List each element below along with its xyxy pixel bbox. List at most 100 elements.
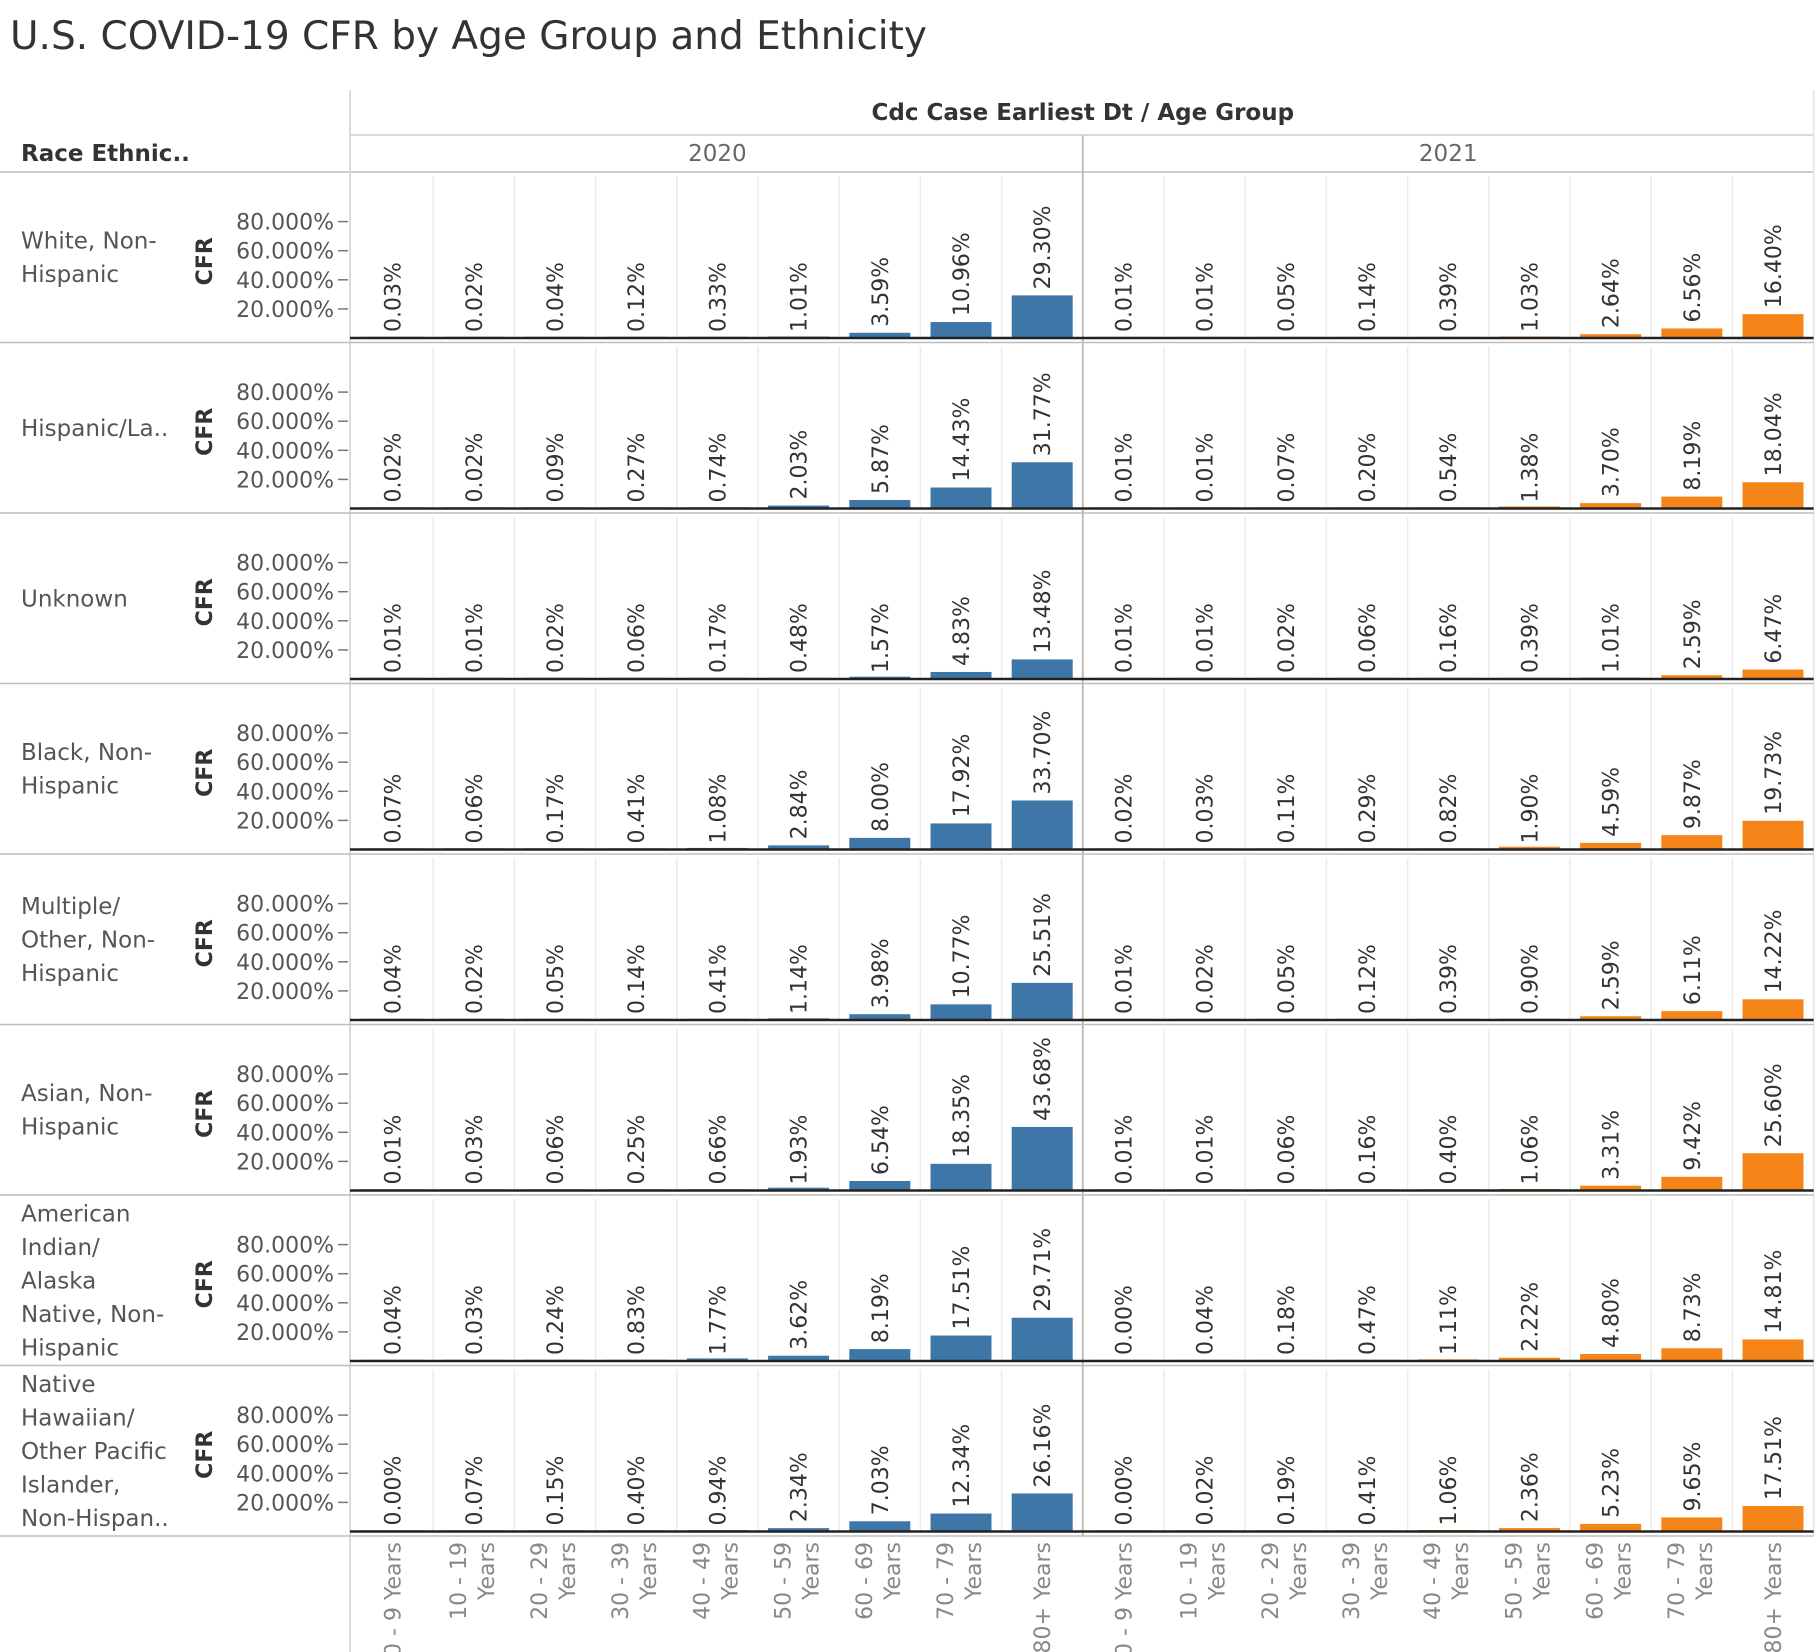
row-4-data-label-2020-9: 33.70%	[1031, 711, 1056, 795]
row-7-label: Alaska	[21, 1268, 96, 1294]
row-4-data-label-2020-3: 0.17%	[544, 774, 569, 844]
x-tick-label-2020: 60 - 69	[853, 1542, 878, 1620]
row-2-bar-2021-7	[1580, 503, 1642, 509]
row-7-tick-label: 20.000%	[236, 1321, 334, 1346]
row-5-data-label-2021-8: 6.11%	[1681, 935, 1706, 1005]
row-7-data-label-2020-5: 1.77%	[706, 1285, 731, 1355]
x-tick-label-2021: 60 - 69	[1584, 1542, 1609, 1620]
row-3-data-label-2021-3: 0.02%	[1275, 603, 1300, 673]
row-8-label: Islander,	[21, 1472, 120, 1498]
row-header: Race Ethnic..	[21, 141, 190, 167]
x-tick-label-2020: 30 - 39	[609, 1542, 634, 1620]
row-5-label: Hispanic	[21, 961, 119, 987]
row-6-bar-2020-7	[849, 1180, 911, 1191]
row-2-data-label-2021-8: 8.19%	[1681, 421, 1706, 491]
row-3-label: Unknown	[21, 586, 128, 612]
row-1-tick-label: 20.000%	[236, 298, 334, 323]
row-2-tick-label: 40.000%	[236, 439, 334, 464]
row-4-bar-2021-9	[1742, 820, 1804, 850]
row-3-data-label-2020-6: 0.48%	[788, 603, 813, 673]
row-3-data-label-2020-7: 1.57%	[869, 603, 894, 673]
row-8-bar-2021-9	[1742, 1506, 1804, 1532]
row-6-label: Asian, Non-	[21, 1081, 153, 1107]
row-8-data-label-2021-6: 2.36%	[1518, 1452, 1543, 1522]
row-1-data-label-2021-3: 0.05%	[1275, 262, 1300, 332]
row-6-data-label-2020-2: 0.03%	[463, 1115, 488, 1185]
row-1-data-label-2021-4: 0.14%	[1356, 262, 1381, 332]
row-6-data-label-2020-6: 1.93%	[788, 1115, 813, 1185]
row-7-data-label-2021-9: 14.81%	[1762, 1250, 1787, 1334]
row-4-tick-label: 20.000%	[236, 809, 334, 834]
row-8-data-label-2020-9: 26.16%	[1031, 1404, 1056, 1488]
row-5-data-label-2021-5: 0.39%	[1437, 944, 1462, 1014]
row-8-bar-2021-6	[1498, 1528, 1560, 1532]
row-2-bar-2020-7	[849, 499, 911, 509]
row-8-label: Non-Hispan..	[21, 1506, 169, 1532]
year-header-2020: 2020	[688, 141, 747, 167]
row-4-data-label-2020-6: 2.84%	[788, 769, 813, 839]
row-3-tick-label: 80.000%	[236, 552, 334, 577]
row-5-bar-2021-8	[1661, 1011, 1723, 1020]
row-7-data-label-2021-3: 0.18%	[1275, 1285, 1300, 1355]
row-6-data-label-2021-3: 0.06%	[1275, 1115, 1300, 1185]
row-7-bar-2020-7	[849, 1349, 911, 1361]
row-3-data-label-2021-8: 2.59%	[1681, 599, 1706, 669]
row-1-bar-2020-7	[849, 332, 911, 338]
row-6-data-label-2021-1: 0.01%	[1112, 1115, 1137, 1185]
x-tick-label-2021: Years	[1206, 1542, 1231, 1601]
row-6-bar-2020-6	[768, 1187, 830, 1191]
row-3-data-label-2020-9: 13.48%	[1031, 569, 1056, 653]
row-5-tick-label: 40.000%	[236, 951, 334, 976]
row-1-bar-2021-8	[1661, 328, 1723, 338]
row-4-label: Hispanic	[21, 774, 119, 800]
row-1-bar-2020-9	[1011, 295, 1073, 338]
row-1-tick-label: 40.000%	[236, 269, 334, 294]
row-6-tick-label: 40.000%	[236, 1121, 334, 1146]
row-1-data-label-2020-5: 0.33%	[706, 262, 731, 332]
row-5-bar-2020-7	[849, 1014, 911, 1020]
row-1-data-label-2020-2: 0.02%	[463, 262, 488, 332]
row-1-data-label-2021-7: 2.64%	[1600, 258, 1625, 328]
row-2-bar-2021-8	[1661, 496, 1723, 509]
x-tick-label-2020: Years	[718, 1542, 743, 1601]
row-3-bar-2020-9	[1011, 659, 1073, 679]
row-7-axis-title: CFR	[193, 1260, 218, 1308]
row-7-data-label-2020-8: 17.51%	[950, 1246, 975, 1330]
row-3-data-label-2021-4: 0.06%	[1356, 603, 1381, 673]
row-5-tick-label: 20.000%	[236, 980, 334, 1005]
row-6-bar-2021-7	[1580, 1185, 1642, 1191]
row-5-data-label-2021-1: 0.01%	[1112, 944, 1137, 1014]
row-5-data-label-2020-4: 0.14%	[625, 944, 650, 1014]
row-8-label: Hawaiian/	[21, 1405, 135, 1431]
row-8-data-label-2021-4: 0.41%	[1356, 1456, 1381, 1526]
row-8-bar-2020-6	[768, 1528, 830, 1532]
row-5-data-label-2021-7: 2.59%	[1600, 940, 1625, 1010]
row-3-tick-label: 40.000%	[236, 610, 334, 635]
row-8-data-label-2021-8: 9.65%	[1681, 1442, 1706, 1512]
x-tick-label-2020: 20 - 29	[528, 1542, 553, 1620]
row-6-data-label-2020-3: 0.06%	[544, 1115, 569, 1185]
row-2-data-label-2021-4: 0.20%	[1356, 433, 1381, 503]
row-4-tick-label: 80.000%	[236, 722, 334, 747]
row-5-axis-title: CFR	[193, 919, 218, 967]
row-8-data-label-2021-5: 1.06%	[1437, 1456, 1462, 1526]
chart-title: U.S. COVID-19 CFR by Age Group and Ethni…	[10, 14, 928, 59]
row-4-data-label-2020-8: 17.92%	[950, 734, 975, 818]
row-7-bar-2021-7	[1580, 1354, 1642, 1361]
row-6-data-label-2020-5: 0.66%	[706, 1115, 731, 1185]
row-5-bar-2021-9	[1742, 999, 1804, 1020]
row-3-data-label-2021-9: 6.47%	[1762, 594, 1787, 664]
row-5-data-label-2021-2: 0.02%	[1194, 944, 1219, 1014]
row-4-bar-2021-7	[1580, 842, 1642, 850]
row-5-data-label-2021-6: 0.90%	[1518, 944, 1543, 1014]
row-5-data-label-2020-2: 0.02%	[463, 944, 488, 1014]
row-7-data-label-2020-3: 0.24%	[544, 1285, 569, 1355]
row-3-data-label-2020-1: 0.01%	[382, 603, 407, 673]
row-8-label: Other Pacific	[21, 1439, 167, 1465]
row-6-data-label-2021-7: 3.31%	[1600, 1110, 1625, 1180]
x-tick-label-2020: Years	[556, 1542, 581, 1601]
x-tick-label-2021: 80+ Years	[1762, 1542, 1787, 1652]
row-3-bar-2021-9	[1742, 669, 1804, 679]
row-3-data-label-2021-1: 0.01%	[1112, 603, 1137, 673]
row-7-data-label-2021-2: 0.04%	[1194, 1285, 1219, 1355]
